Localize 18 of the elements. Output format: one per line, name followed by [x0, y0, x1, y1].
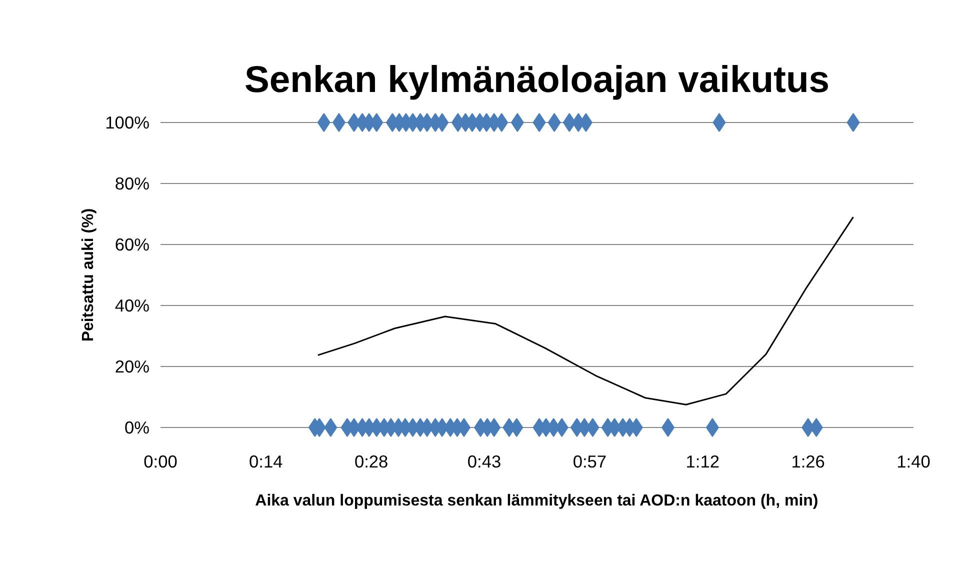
y-tick-label: 60% [114, 234, 150, 254]
x-tick-label: 1:12 [686, 452, 720, 472]
x-axis-title: Aika valun loppumisesta senkan lämmitykseen tai AOD:n kaatoon (h, min) [255, 492, 818, 510]
x-tick-label: 0:43 [467, 452, 502, 472]
x-tick-label: 0:57 [572, 452, 607, 472]
x-tick-label: 1:26 [791, 452, 825, 472]
chart-title: Senkan kylmänäoloajan vaikutus [244, 58, 830, 100]
x-tick-label: 0:28 [354, 452, 388, 472]
line-series [317, 216, 854, 406]
y-tick-label: 100% [105, 112, 150, 132]
y-tick-label: 40% [114, 296, 150, 316]
x-tick-label: 0:00 [144, 452, 178, 472]
x-tick-label: 1:40 [896, 452, 930, 472]
y-tick-label: 0% [124, 418, 150, 438]
x-tick-label: 0:14 [249, 452, 284, 472]
y-axis-title: Peitsattu auki (%) [80, 208, 98, 342]
y-tick-label: 80% [114, 174, 150, 194]
y-tick-label: 20% [114, 356, 150, 376]
